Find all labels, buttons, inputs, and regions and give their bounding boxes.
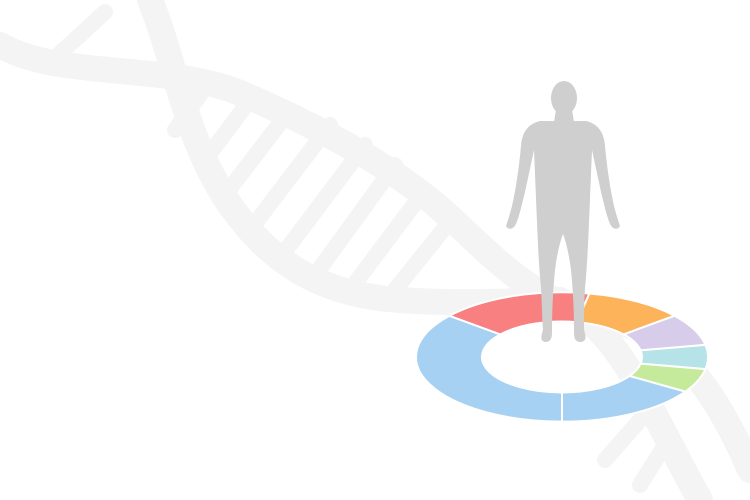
figure-head: [551, 81, 577, 115]
figure-neck: [554, 110, 574, 122]
ring-segment: [561, 374, 688, 423]
donut-ring-icon: [415, 291, 709, 423]
dna-strand: [137, 0, 713, 500]
dna-rungs: [47, 4, 673, 493]
figure-body: [506, 121, 620, 342]
human-figure-icon: [506, 81, 620, 342]
ring-segment: [415, 314, 563, 423]
